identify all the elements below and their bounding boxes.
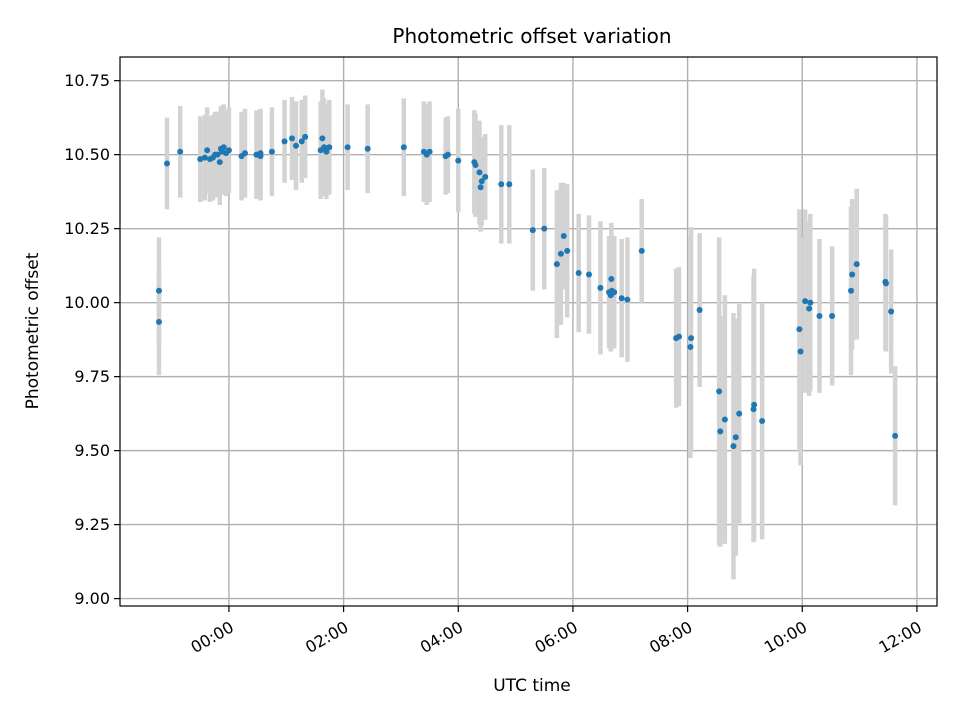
data-point <box>816 312 823 319</box>
data-point <box>553 261 560 268</box>
data-point <box>848 287 854 294</box>
chart-title: Photometric offset variation <box>392 24 671 48</box>
data-point <box>298 138 305 145</box>
y-tick-label: 9.75 <box>74 367 110 386</box>
data-point <box>472 162 479 169</box>
data-point <box>319 135 326 142</box>
data-point <box>888 308 895 315</box>
data-point <box>624 296 631 303</box>
data-point <box>557 250 564 257</box>
data-point <box>892 432 899 439</box>
y-tick-label: 10.75 <box>64 71 110 90</box>
data-point <box>730 443 737 450</box>
data-point <box>293 142 300 149</box>
data-point <box>478 178 485 185</box>
data-point <box>717 428 724 435</box>
data-point <box>716 388 723 395</box>
data-point <box>687 344 694 351</box>
data-point <box>204 147 211 154</box>
plot-frame <box>119 56 938 607</box>
data-point <box>796 326 803 333</box>
data-point <box>807 299 814 306</box>
y-tick-label: 10.50 <box>64 145 110 164</box>
data-point <box>829 312 836 319</box>
data-point <box>289 135 295 142</box>
data-point <box>597 284 604 291</box>
data-point <box>477 184 484 191</box>
data-point <box>721 416 728 423</box>
data-point <box>220 144 227 151</box>
data-point <box>560 233 567 240</box>
data-point <box>732 434 739 441</box>
data-point <box>750 406 757 413</box>
data-point <box>326 144 333 151</box>
data-point <box>164 160 171 167</box>
grid-lines <box>120 57 937 606</box>
y-tick-label: 10.25 <box>64 219 110 238</box>
y-tick-label: 9.25 <box>74 515 110 534</box>
data-point <box>364 145 371 152</box>
y-axis-label: Photometric offset <box>23 252 43 409</box>
data-point <box>321 144 328 151</box>
data-point <box>201 154 208 161</box>
data-point <box>696 307 703 314</box>
data-point <box>197 156 204 163</box>
data-point <box>802 298 809 305</box>
data-point <box>455 157 462 164</box>
data-point <box>638 247 645 254</box>
data-point <box>611 289 618 296</box>
data-point <box>476 169 483 176</box>
data-point <box>323 148 330 155</box>
data-point <box>797 348 804 355</box>
data-points <box>155 133 899 450</box>
data-point <box>541 225 548 232</box>
data-point <box>585 271 592 278</box>
data-point <box>216 159 223 166</box>
y-tick-label: 9.00 <box>74 589 110 608</box>
data-point <box>849 271 856 278</box>
data-point <box>529 227 536 234</box>
data-point <box>736 410 743 417</box>
data-point <box>618 295 625 302</box>
data-point <box>482 173 489 180</box>
data-point <box>214 151 221 158</box>
data-point <box>155 318 162 325</box>
data-point <box>257 150 264 157</box>
data-point <box>575 270 582 277</box>
data-point <box>688 335 695 342</box>
data-point <box>564 247 571 254</box>
x-axis-label: UTC time <box>493 676 571 696</box>
data-point <box>882 280 889 287</box>
data-point <box>302 133 309 140</box>
data-point <box>241 150 248 157</box>
data-point <box>498 181 505 188</box>
data-point <box>155 287 162 294</box>
data-point <box>344 144 351 151</box>
data-point <box>281 138 288 145</box>
y-tick-label: 9.50 <box>74 441 110 460</box>
data-point <box>759 418 766 425</box>
data-point <box>751 401 758 408</box>
data-point <box>268 148 275 155</box>
data-point <box>806 305 813 312</box>
data-point <box>608 275 615 282</box>
y-axis-ticks: 9.00 9.25 9.50 9.75 10.00 10.25 10.50 10.75 <box>64 71 120 608</box>
data-point <box>676 333 682 340</box>
data-point <box>853 261 860 268</box>
data-point <box>177 148 184 155</box>
data-point <box>225 147 232 154</box>
data-point <box>506 181 513 188</box>
data-point <box>444 151 451 158</box>
data-point <box>426 148 433 155</box>
data-point <box>400 144 407 151</box>
y-tick-label: 10.00 <box>64 293 110 312</box>
